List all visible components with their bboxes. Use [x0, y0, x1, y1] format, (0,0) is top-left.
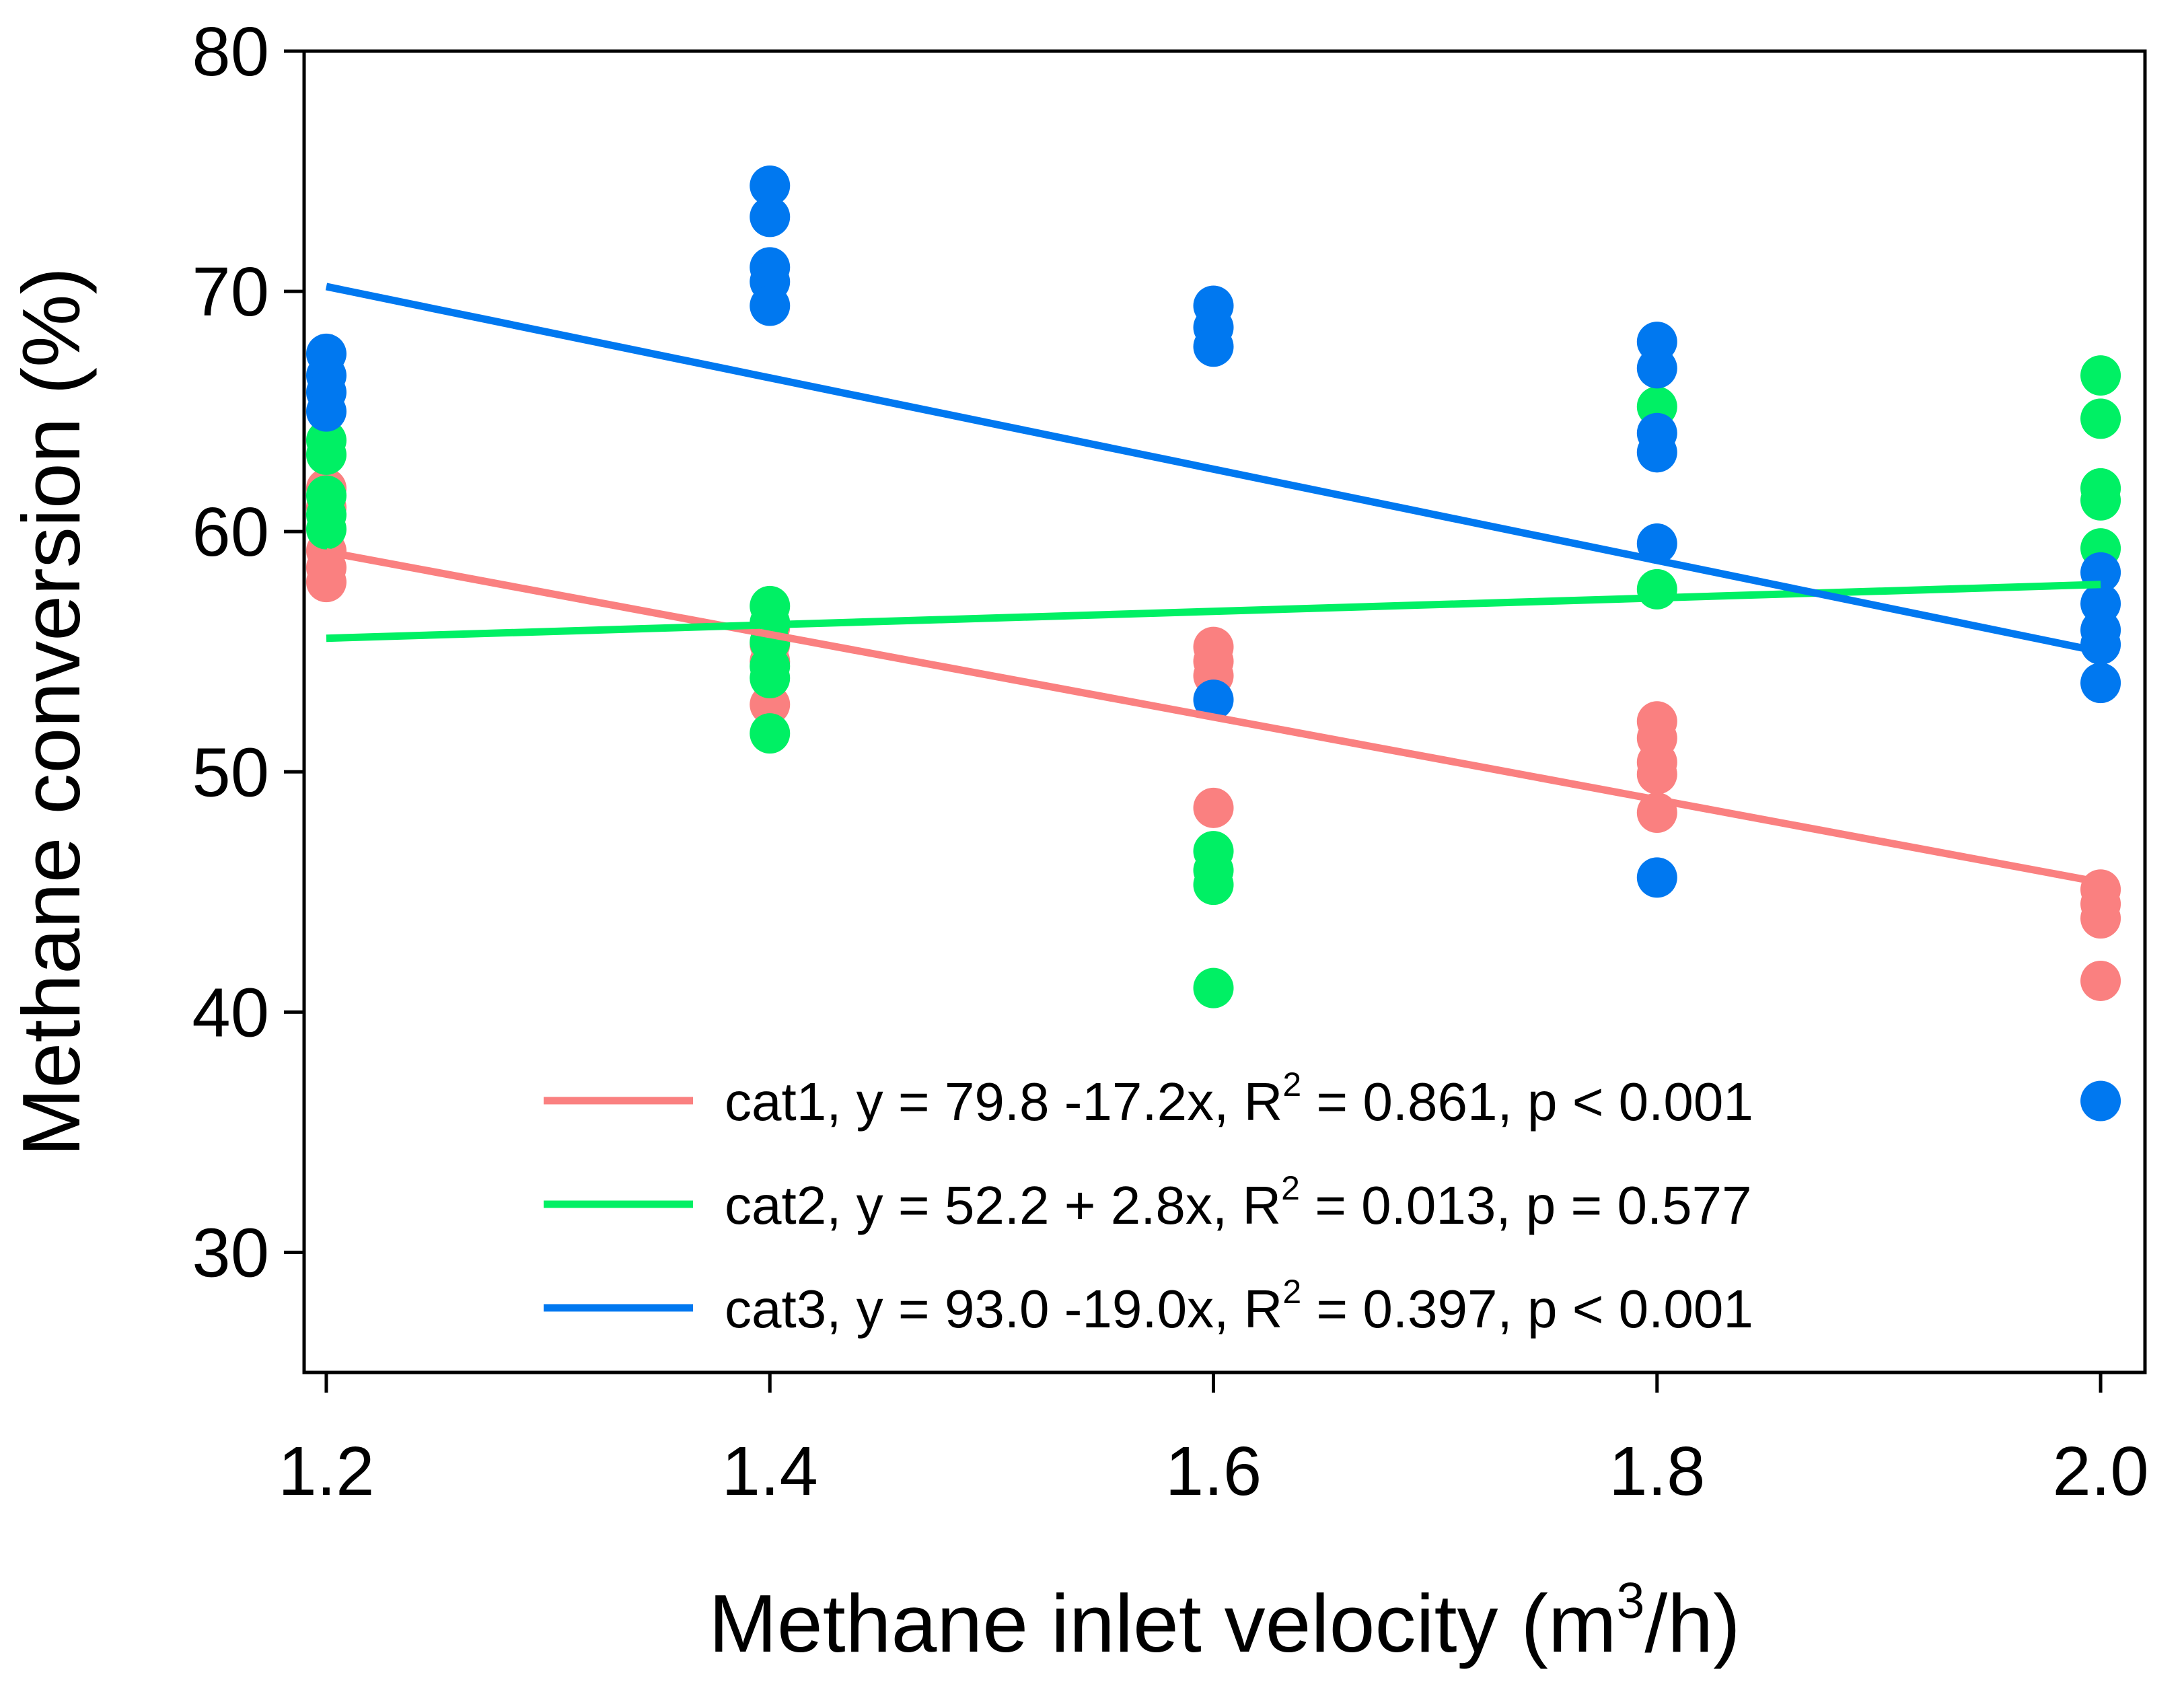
cat2-legend-stats: = 0.013, p = 0.577	[1300, 1175, 1752, 1235]
cat3-point	[1636, 348, 1677, 389]
cat3-point	[1193, 326, 1234, 367]
x-axis-title-superscript: 3	[1617, 1572, 1645, 1629]
cat2-point	[750, 713, 791, 754]
y-tick-label: 30	[192, 1214, 269, 1291]
cat1-point	[2080, 960, 2121, 1001]
cat1-legend-equation: cat1, y = 79.8 -17.2x, R	[725, 1072, 1282, 1132]
cat1-point	[2080, 898, 2121, 939]
cat2-point	[305, 509, 347, 550]
cat3-point	[1636, 432, 1677, 473]
plot-frame	[302, 49, 2147, 1374]
cat1-point	[1636, 753, 1677, 795]
cat3-point	[1636, 523, 1677, 564]
cat2-point	[305, 434, 347, 475]
cat3-legend-label: cat3, y = 93.0 -19.0x, R2 = 0.397, p < 0…	[725, 1273, 1753, 1339]
regression-lines	[325, 283, 2102, 886]
x-tick-label: 2.0	[2052, 1432, 2148, 1510]
cat1-legend-r2-superscript: 2	[1282, 1066, 1301, 1103]
y-tick-label: 70	[192, 253, 269, 330]
cat2-point	[2080, 355, 2121, 396]
cat1-legend-label: cat1, y = 79.8 -17.2x, R2 = 0.861, p < 0…	[725, 1066, 1753, 1132]
cat2-legend-equation: cat2, y = 52.2 + 2.8x, R	[725, 1175, 1281, 1235]
cat2-point	[2080, 480, 2121, 521]
cat2-point	[2080, 398, 2121, 439]
y-axis: 30 40 50 60 70 80	[192, 13, 304, 1291]
cat3-point	[305, 391, 347, 432]
cat3-point	[750, 285, 791, 326]
data-points	[305, 165, 2121, 1121]
x-axis-title: Methane inlet velocity (m3/h)	[708, 1572, 1740, 1669]
cat3-regression-line	[325, 283, 2102, 656]
cat2-point	[1193, 865, 1234, 906]
cat3-legend-r2-superscript: 2	[1282, 1273, 1301, 1311]
cat3-point	[1193, 679, 1234, 721]
cat2-legend-r2-superscript: 2	[1281, 1169, 1300, 1207]
cat3-point	[750, 196, 791, 237]
y-axis-title: Methane conversion (%)	[5, 267, 97, 1156]
y-tick-label: 40	[192, 973, 269, 1051]
y-tick-label: 50	[192, 733, 269, 811]
cat2-point	[750, 658, 791, 699]
cat1-point	[1193, 787, 1234, 828]
x-axis-title-unit: /h)	[1644, 1578, 1740, 1669]
cat3-legend-equation: cat3, y = 93.0 -19.0x, R	[725, 1279, 1282, 1339]
cat1-point	[305, 562, 347, 603]
cat3-legend-stats: = 0.397, p < 0.001	[1301, 1279, 1753, 1339]
x-tick-label: 1.4	[722, 1432, 818, 1510]
cat1-legend-stats: = 0.861, p < 0.001	[1301, 1072, 1753, 1132]
cat3-point	[750, 165, 791, 206]
cat3-point	[2080, 663, 2121, 704]
x-axis: 1.2 1.4 1.6 1.8 2.0	[278, 1372, 2149, 1510]
y-tick-label: 80	[192, 13, 269, 90]
cat3-point	[2080, 624, 2121, 665]
cat3-point	[2080, 1080, 2121, 1121]
cat2-point	[1636, 568, 1677, 610]
x-axis-title-main: Methane inlet velocity (m	[708, 1578, 1616, 1669]
x-tick-label: 1.8	[1609, 1432, 1705, 1510]
y-tick-label: 60	[192, 493, 269, 571]
legend: cat1, y = 79.8 -17.2x, R2 = 0.861, p < 0…	[544, 1066, 1753, 1339]
x-tick-label: 1.6	[1165, 1432, 1262, 1510]
cat3-point	[1636, 857, 1677, 898]
x-tick-label: 1.2	[278, 1432, 374, 1510]
cat2-legend-label: cat2, y = 52.2 + 2.8x, R2 = 0.013, p = 0…	[725, 1169, 1752, 1235]
cat1-regression-line	[325, 548, 2102, 886]
cat2-point	[1193, 967, 1234, 1008]
